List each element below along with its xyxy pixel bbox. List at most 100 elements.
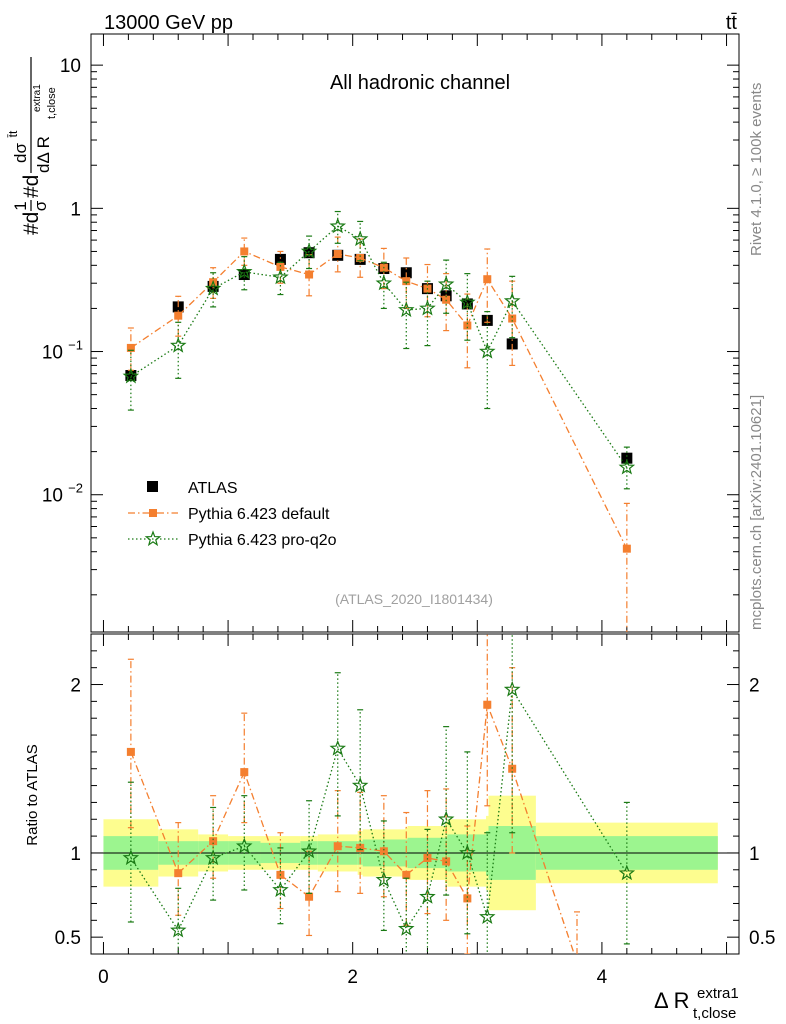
default-ratio-point [483,700,492,709]
default-ratio-point [333,842,342,851]
x-tick-label: 4 [597,967,608,988]
ylabel-frac1-den: σ [31,200,50,211]
pro-q2o-ratio-point [300,842,318,859]
default-main-point [402,277,411,286]
ratio-y-tick-label-right: 2 [749,676,760,697]
axis-ticks [91,34,739,955]
legend-label-default: Pythia 6.423 default [188,506,330,523]
default-ratio-point [240,768,249,777]
pro-q2o-main-point [204,279,222,296]
mcplots-label: mcplots.cern.ch [arXiv:2401.10621] [748,394,765,630]
pro-q2o-ratio-point [478,908,496,924]
default-main-point [356,253,365,262]
pro-q2o-ratio-point [204,849,222,866]
legend-marker-pro-q2o [144,530,162,547]
default-main-point [240,247,249,256]
x-tick-label: 0 [98,967,109,988]
default-main-point [305,270,314,279]
ratio-y-tick-label-right: 1 [749,844,760,865]
main-y-tick-label: 10 [42,486,63,507]
pro-q2o-ratio-point [437,810,455,827]
ratio-y-tick-label: 1 [70,844,81,865]
x-tick-label: 2 [347,967,358,988]
legend-marker-default [149,509,157,517]
default-ratio-point [305,892,314,901]
ylabel-frac2-den-sup: extra1 [32,84,43,112]
main-y-tick-label: 1 [70,199,81,220]
atlas-point [303,247,315,259]
main-y-tick-label: 10 [42,343,63,364]
pro-q2o-main-point [478,342,496,359]
axis-tick-labels: 10 1 10 −1 10 −2 0 2 4 0.5 0.5 1 1 2 2 [42,56,776,988]
ylabel-frac2-num: dσ [11,143,30,163]
pro-q2o-ratio-point [169,921,187,938]
pro-q2o-main-point [459,293,476,310]
pro-q2o-main-point [375,274,393,291]
ylabel-frac2-den-sub: t,close [46,87,58,119]
default-ratio-point [463,894,472,903]
ratio-plot-data [122,634,636,954]
pro-q2o-ratio-line [130,687,628,932]
pro-q2o-main-point [397,301,415,318]
x-axis-label: Δ R extra1 t,close [654,985,739,1022]
pro-q2o-main-point [437,275,455,292]
pro-q2o-main-line [130,225,628,468]
energy-label: 13000 GeV pp [104,12,233,34]
ylabel-frac1-num: 1 [11,201,30,210]
pro-q2o-main-point [169,336,187,353]
atlas-point [274,253,286,265]
pro-q2o-main-point [329,217,347,234]
pro-q2o-main-point [419,299,436,316]
default-ratio-point [126,747,135,756]
legend-marker-atlas [147,481,158,492]
analysis-id-label: (ATLAS_2020_I1801434) [335,591,493,607]
legend-label-atlas: ATLAS [188,480,238,497]
pro-q2o-main-point [272,268,289,285]
ratio-y-tick-label: 2 [70,676,81,697]
pro-q2o-ratio-point [329,739,347,756]
ylabel-frac2-num-sup: t̄t [6,130,20,138]
main-y-axis-label: #d 1 σ #d dσ t̄t dΔ R t,close extra1 [6,57,58,235]
pro-q2o-main-point [618,458,636,475]
pro-q2o-main-point [235,263,253,279]
default-main-point [126,343,135,352]
default-main-point [442,295,451,304]
legend: ATLAS Pythia 6.423 default Pythia 6.423 … [128,480,337,549]
main-y-tick-label-exp: −1 [68,338,83,353]
default-ratio-point [356,843,365,852]
default-main-line [130,250,628,549]
default-ratio-point [423,854,432,862]
ratio-y-axis-label: Ratio to ATLAS [24,744,41,845]
default-main-point [276,262,285,271]
main-plot-frame [90,33,740,633]
ratio-plot-frame [90,633,740,955]
default-ratio-point [402,870,411,879]
default-main-point [174,311,183,320]
default-main-point [483,275,492,284]
ratio-y-tick-label: 0.5 [55,928,81,949]
pro-q2o-ratio-point [419,887,436,904]
xlabel-sup: extra1 [697,985,739,1002]
atlas-point [125,370,137,382]
main-y-tick-label: 10 [60,56,81,77]
pro-q2o-ratio-point [272,881,289,898]
ylabel-prefix1: #d [20,212,43,235]
pro-q2o-main-point [300,242,318,259]
legend-label-pro-q2o: Pythia 6.423 pro-q2o [188,532,337,549]
channel-label: All hadronic channel [330,72,510,94]
default-ratio-line [130,704,575,954]
ylabel-prefix2: #d [20,175,43,198]
rivet-version-label: Rivet 4.1.0, ≥ 100k events [748,82,765,256]
default-ratio-point [209,837,218,846]
pro-q2o-ratio-point [503,680,521,697]
pro-q2o-ratio-point [397,919,415,936]
default-main-point [463,321,472,330]
default-ratio-point [174,869,183,878]
default-ratio-point [379,847,388,856]
ylabel-frac2-den: dΔ R [34,136,53,173]
pro-q2o-ratio-point [351,776,369,793]
main-plot-data [122,210,636,632]
default-main-point [508,314,517,323]
pro-q2o-ratio-point [618,864,636,881]
